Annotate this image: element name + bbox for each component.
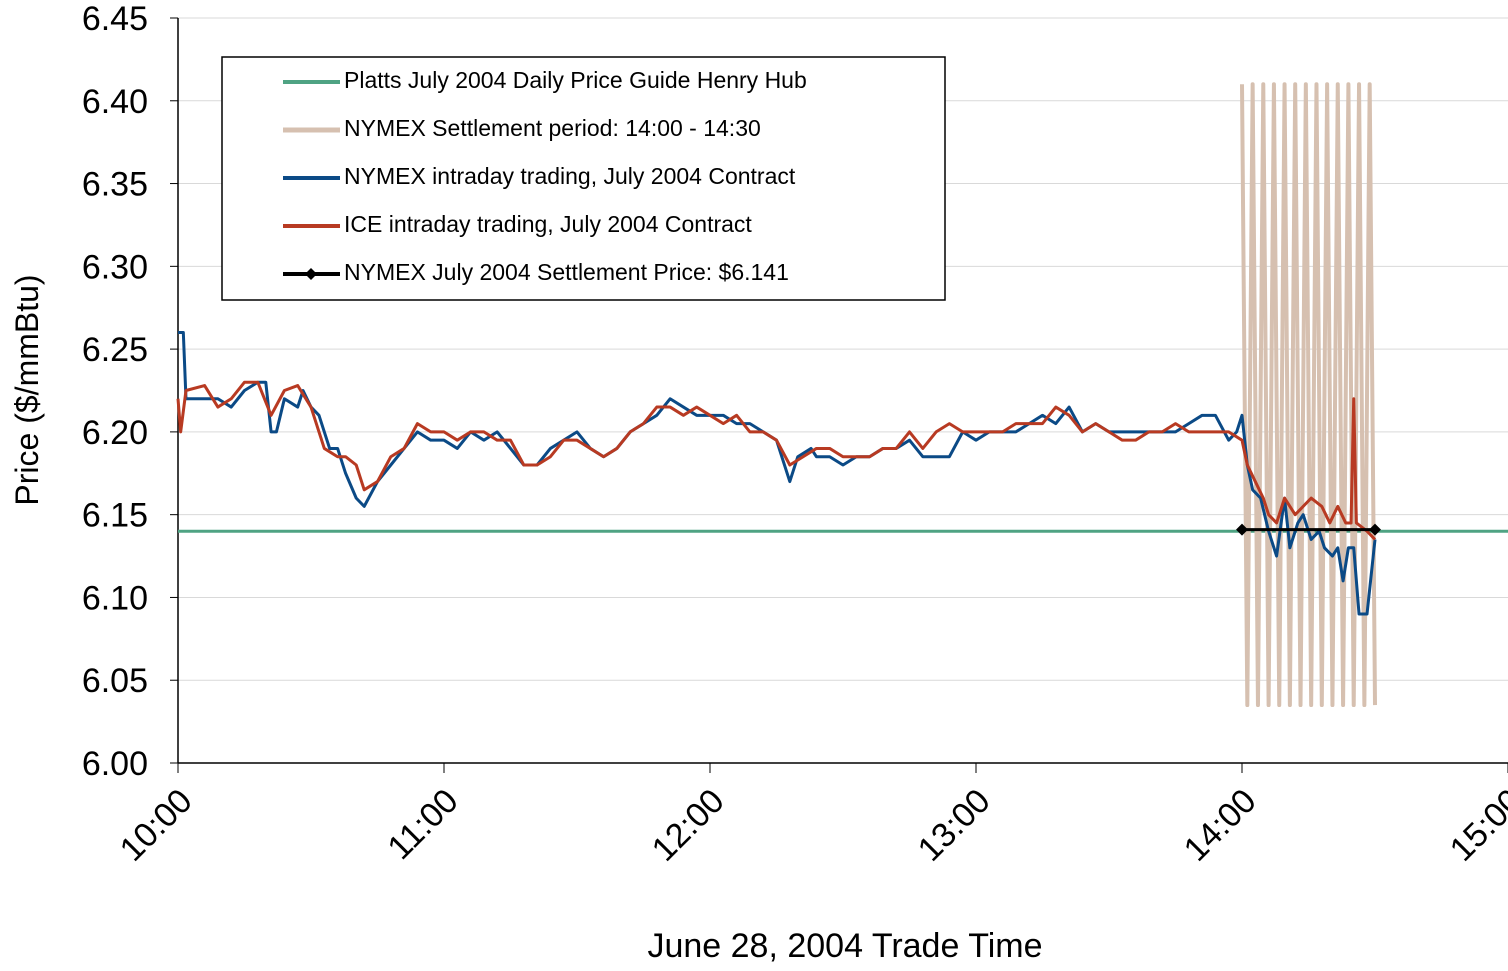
legend-marker	[305, 268, 317, 280]
x-tick-label: 12:00	[645, 782, 732, 869]
y-tick-label: 6.00	[82, 745, 148, 783]
y-tick-label: 6.35	[82, 166, 148, 204]
y-tick-label: 6.45	[82, 0, 148, 38]
legend-label: ICE intraday trading, July 2004 Contract	[344, 211, 752, 237]
legend: Platts July 2004 Daily Price Guide Henry…	[221, 56, 946, 301]
y-tick-label: 6.20	[82, 414, 148, 452]
legend-label: NYMEX July 2004 Settlement Price: $6.141	[344, 259, 789, 285]
series-line	[178, 331, 1377, 616]
x-tick-label: 11:00	[380, 782, 465, 867]
y-tick-label: 6.05	[82, 662, 148, 700]
series-line	[1240, 82, 1377, 708]
legend-label: NYMEX intraday trading, July 2004 Contra…	[344, 163, 796, 189]
x-tick-label: 14:00	[1177, 782, 1264, 869]
point-marker	[1369, 523, 1381, 536]
x-tick-label: 15:00	[1443, 782, 1508, 869]
point-marker	[1236, 523, 1248, 536]
y-axis-title: Price ($/mmBtu)	[9, 274, 45, 505]
y-tick-label: 6.10	[82, 579, 148, 617]
legend-box	[221, 56, 946, 301]
x-tick-label: 13:00	[911, 782, 998, 869]
legend-label: Platts July 2004 Daily Price Guide Henry…	[344, 67, 807, 93]
y-tick-label: 6.40	[82, 83, 148, 121]
y-tick-label: 6.15	[82, 497, 148, 535]
legend-label: NYMEX Settlement period: 14:00 - 14:30	[344, 115, 761, 141]
x-axis-title: June 28, 2004 Trade Time	[647, 927, 1042, 965]
series-line	[176, 380, 1377, 541]
x-tick-label: 10:00	[113, 782, 200, 869]
y-tick-label: 6.30	[82, 248, 148, 286]
y-tick-label: 6.25	[82, 331, 148, 369]
